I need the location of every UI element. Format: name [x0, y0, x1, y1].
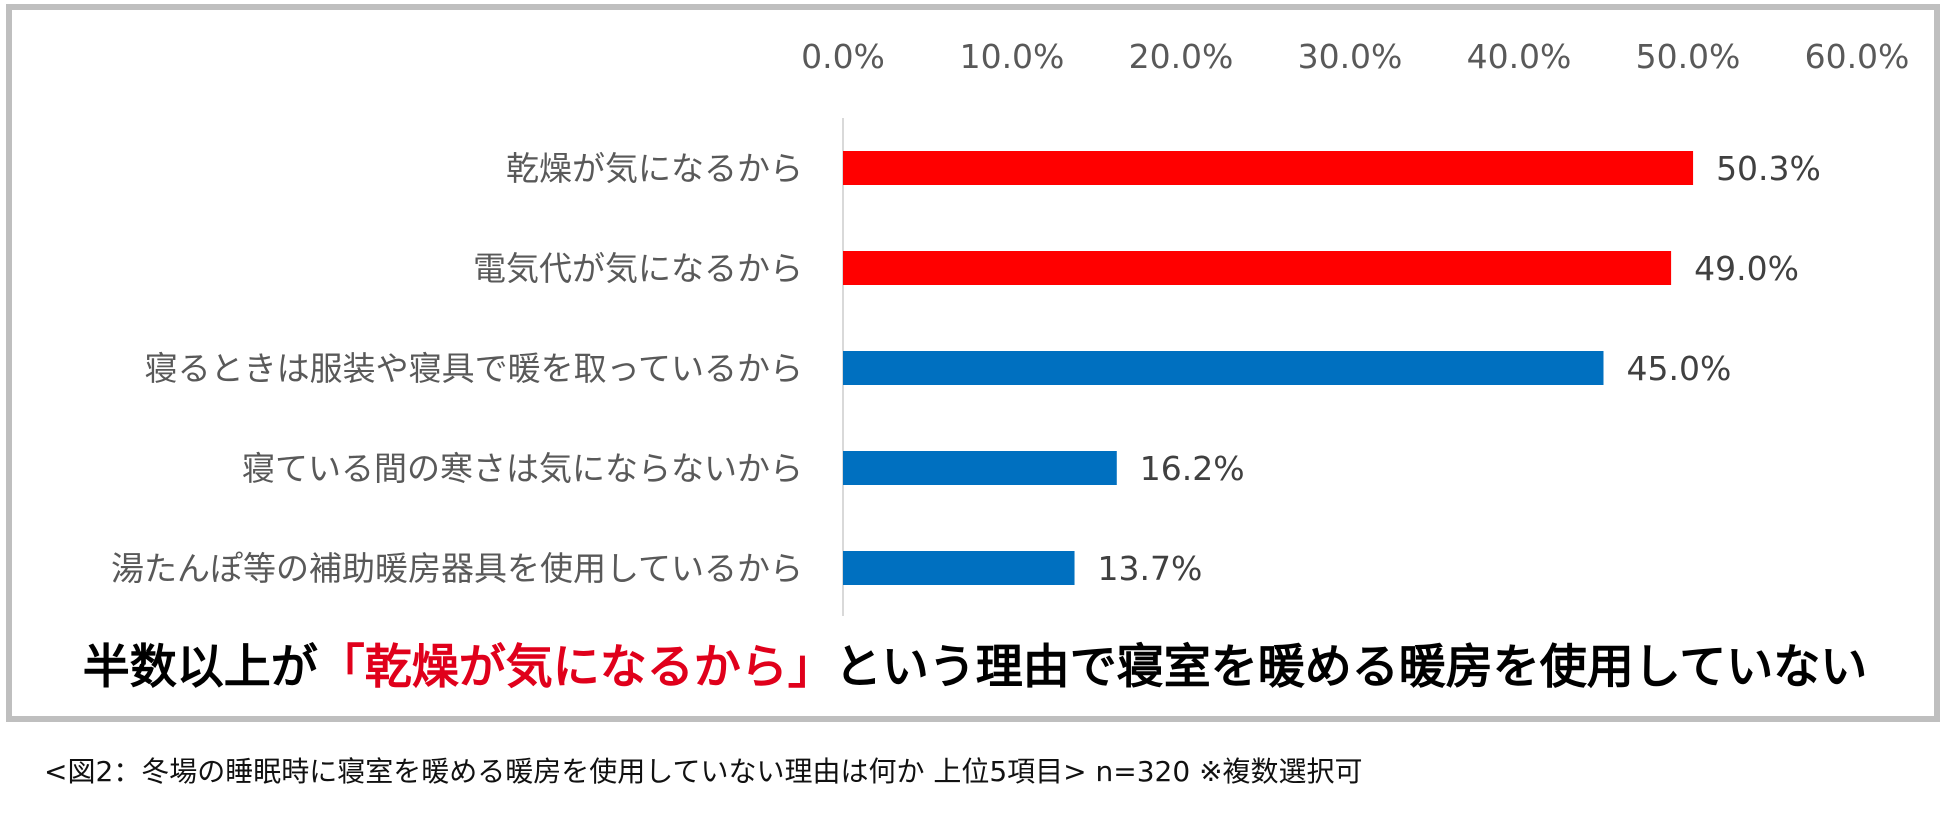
category-label: 寝ている間の寒さは気にならないから [242, 449, 803, 488]
value-label: 16.2% [1140, 449, 1245, 488]
bar [843, 451, 1117, 485]
category-label: 湯たんぽ等の補助暖房器具を使用しているから [111, 549, 803, 588]
category-label: 電気代が気になるから [473, 249, 803, 288]
bar [843, 151, 1694, 185]
x-tick-label: 10.0% [960, 37, 1065, 76]
bar [843, 351, 1604, 385]
x-tick-label: 20.0% [1129, 37, 1234, 76]
value-label: 49.0% [1694, 249, 1799, 288]
chart-headline: 半数以上が「乾燥が気になるから」という理由で寝室を暖める暖房を使用していない [10, 628, 1940, 697]
x-tick-label: 40.0% [1467, 37, 1572, 76]
headline-highlight: 「乾燥が気になるから」 [317, 640, 835, 695]
bar [843, 551, 1075, 585]
value-label: 13.7% [1098, 549, 1203, 588]
figure-caption: <図2：冬場の睡眠時に寝室を暖める暖房を使用していない理由は何か 上位5項目> … [44, 755, 1363, 788]
x-tick-label: 50.0% [1636, 37, 1741, 76]
x-tick-label: 60.0% [1805, 37, 1910, 76]
bar [843, 251, 1672, 285]
headline-suffix: という理由で寝室を暖める暖房を使用していない [834, 640, 1868, 695]
value-label: 50.3% [1716, 149, 1821, 188]
headline-prefix: 半数以上が [82, 640, 318, 695]
bar-chart: 0.0% 10.0% 20.0% 30.0% 40.0% 50.0% 60.0% 乾燥が気にな… [111, 37, 1910, 616]
value-label: 45.0% [1627, 349, 1732, 388]
category-label: 寝るときは服装や寝具で暖を取っているから [145, 349, 803, 388]
x-tick-label: 0.0% [801, 37, 885, 76]
category-label: 乾燥が気になるから [506, 149, 803, 188]
x-tick-label: 30.0% [1298, 37, 1403, 76]
